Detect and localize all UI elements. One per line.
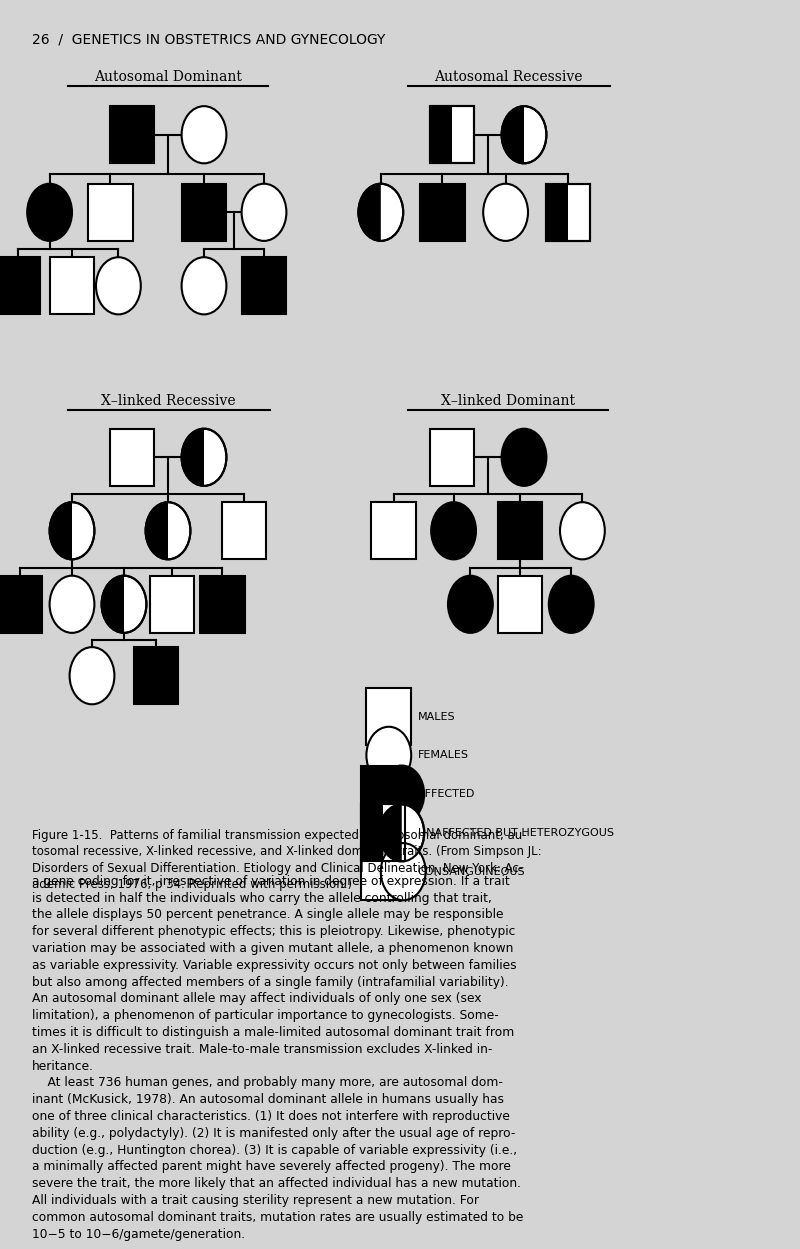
Circle shape [182, 257, 226, 315]
Circle shape [431, 502, 476, 560]
Bar [546, 184, 568, 241]
Circle shape [358, 184, 403, 241]
Circle shape [96, 257, 141, 315]
Bar [0, 576, 42, 633]
Circle shape [549, 576, 594, 633]
Bar [498, 502, 542, 560]
Circle shape [146, 502, 190, 560]
Text: MALES: MALES [418, 712, 455, 722]
Wedge shape [146, 502, 168, 560]
Text: Autosomal Recessive: Autosomal Recessive [434, 70, 582, 84]
Bar [420, 184, 465, 241]
Wedge shape [50, 502, 72, 560]
Bar [150, 576, 194, 633]
Circle shape [102, 576, 146, 633]
Bar [50, 257, 94, 315]
Bar [498, 576, 542, 633]
Text: FEMALES: FEMALES [418, 751, 469, 761]
Circle shape [379, 766, 424, 823]
Circle shape [483, 184, 528, 241]
Wedge shape [379, 804, 402, 862]
Bar [361, 804, 406, 862]
Circle shape [560, 502, 605, 560]
Circle shape [448, 576, 493, 633]
Circle shape [182, 428, 226, 486]
Bar [222, 502, 266, 560]
Circle shape [70, 647, 114, 704]
Circle shape [50, 502, 94, 560]
Bar [361, 804, 383, 862]
Circle shape [50, 576, 94, 633]
Circle shape [242, 184, 286, 241]
Text: Figure 1-15.  Patterns of familial transmission expected of autosomal dominant, : Figure 1-15. Patterns of familial transm… [32, 829, 542, 892]
Text: CONSANGUINEOUS: CONSANGUINEOUS [418, 867, 526, 877]
Bar [182, 184, 226, 241]
Circle shape [366, 727, 411, 784]
Wedge shape [358, 184, 381, 241]
Wedge shape [182, 428, 204, 486]
Text: X–linked Dominant: X–linked Dominant [441, 395, 575, 408]
Bar [546, 184, 590, 241]
Bar [110, 106, 154, 164]
Bar [430, 106, 452, 164]
Bar [430, 106, 474, 164]
Bar [361, 843, 406, 901]
Bar [430, 106, 474, 164]
Bar [200, 576, 245, 633]
Bar [366, 688, 411, 746]
Bar [88, 184, 133, 241]
Wedge shape [502, 106, 524, 164]
Bar [242, 257, 286, 315]
Bar [0, 257, 40, 315]
Bar [134, 647, 178, 704]
Text: a gene coding for it, irrespective of variation in degree of expression. If a tr: a gene coding for it, irrespective of va… [32, 874, 523, 1240]
Bar [361, 804, 406, 862]
Circle shape [381, 843, 426, 901]
Bar [430, 428, 474, 486]
Circle shape [27, 184, 72, 241]
Bar [371, 502, 416, 560]
Text: X–linked Recessive: X–linked Recessive [101, 395, 235, 408]
Circle shape [502, 106, 546, 164]
Wedge shape [102, 576, 124, 633]
Bar [110, 428, 154, 486]
Circle shape [182, 106, 226, 164]
Bar [361, 766, 406, 823]
Text: UNAFFECTED BUT HETEROZYGOUS: UNAFFECTED BUT HETEROZYGOUS [418, 828, 614, 838]
Circle shape [379, 804, 424, 862]
Text: AFFECTED: AFFECTED [418, 789, 475, 799]
Text: Autosomal Dominant: Autosomal Dominant [94, 70, 242, 84]
Bar [546, 184, 590, 241]
Text: 26  /  GENETICS IN OBSTETRICS AND GYNECOLOGY: 26 / GENETICS IN OBSTETRICS AND GYNECOLO… [32, 32, 386, 46]
Circle shape [502, 428, 546, 486]
